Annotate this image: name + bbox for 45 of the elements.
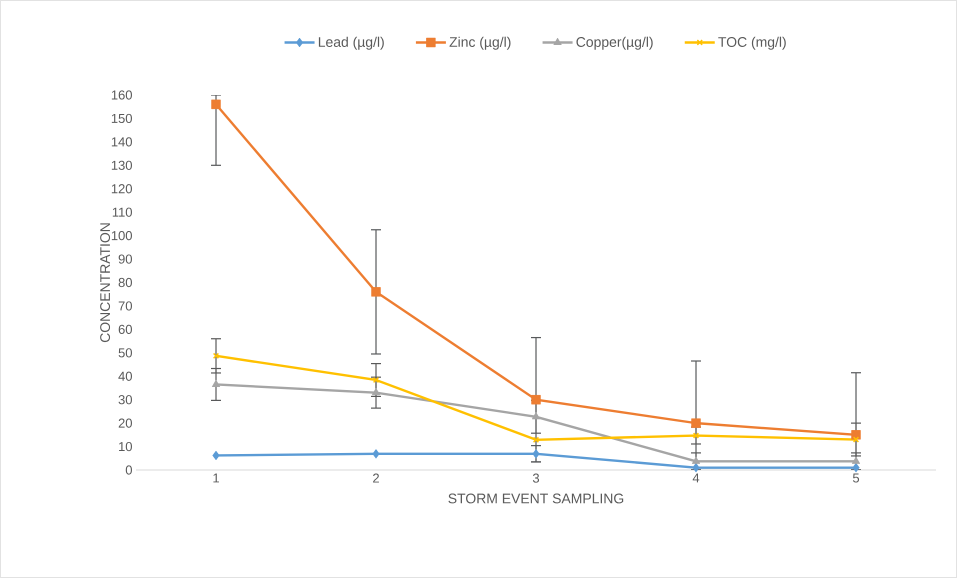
y-tick-label: 60 [118, 324, 132, 334]
point [532, 449, 540, 459]
x-tick-label: 5 [852, 474, 860, 483]
y-tick-label: 110 [112, 208, 132, 217]
y-tick-label: 140 [112, 137, 132, 146]
y-tick-label: 30 [118, 395, 132, 404]
point [211, 100, 221, 110]
x-tick-label: 1 [213, 474, 219, 482]
y-tick-label: 90 [118, 254, 132, 264]
x-tick-label: 2 [373, 474, 379, 483]
point [532, 412, 540, 420]
y-tick-label: 70 [118, 301, 132, 311]
y-tick-label: 0 [126, 465, 132, 475]
point [212, 380, 220, 387]
point [531, 394, 541, 404]
y-tick-label: 80 [118, 278, 132, 288]
y-tick-label: 20 [118, 418, 132, 428]
y-axis-title: CONCENTRATION [100, 223, 110, 342]
legend-label: Lead (µg/l) [318, 36, 384, 50]
y-tick-label: 100 [112, 231, 132, 240]
x-tick-label: 3 [532, 474, 540, 483]
point [852, 462, 860, 472]
y-tick-label: 40 [118, 372, 132, 381]
y-tick-label: 50 [118, 348, 132, 358]
point [371, 287, 381, 297]
legend-label: Copper(µg/l) [576, 36, 653, 50]
point [691, 418, 701, 428]
point [692, 462, 700, 472]
y-tick-label: 150 [112, 114, 132, 124]
y-tick-label: 10 [119, 442, 132, 452]
point [692, 456, 700, 464]
point [852, 456, 860, 464]
legend-label: TOC (mg/l) [718, 36, 786, 50]
point [372, 388, 380, 396]
y-tick-label: 160 [112, 90, 132, 100]
y-tick-label: 120 [112, 184, 132, 194]
point [212, 450, 220, 460]
x-tick-label: 4 [692, 474, 700, 482]
point [372, 449, 380, 459]
point [372, 376, 380, 384]
point [692, 432, 700, 439]
y-tick-label: 130 [112, 160, 132, 170]
x-axis-title: STORM EVENT SAMPLING [448, 494, 624, 504]
legend-label: Zinc (µg/l) [450, 36, 510, 50]
point [532, 436, 540, 443]
